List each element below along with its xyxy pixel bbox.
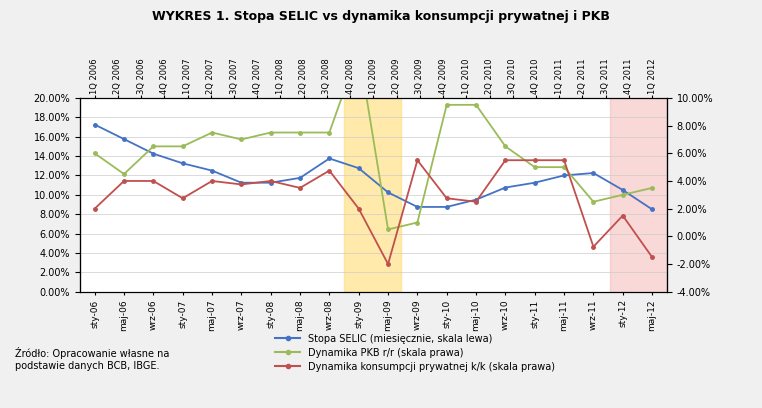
Bar bbox=[610, 98, 667, 292]
Text: Źródło: Opracowanie własne na
podstawie danych BCB, IBGE.: Źródło: Opracowanie własne na podstawie … bbox=[15, 347, 170, 371]
Text: WYKRES 1. Stopa SELIC vs dynamika konsumpcji prywatnej i PKB: WYKRES 1. Stopa SELIC vs dynamika konsum… bbox=[152, 10, 610, 23]
Bar bbox=[344, 98, 402, 292]
Legend: Stopa SELIC (miesięcznie, skala lewa), Dynamika PKB r/r (skala prawa), Dynamika : Stopa SELIC (miesięcznie, skala lewa), D… bbox=[271, 330, 559, 376]
